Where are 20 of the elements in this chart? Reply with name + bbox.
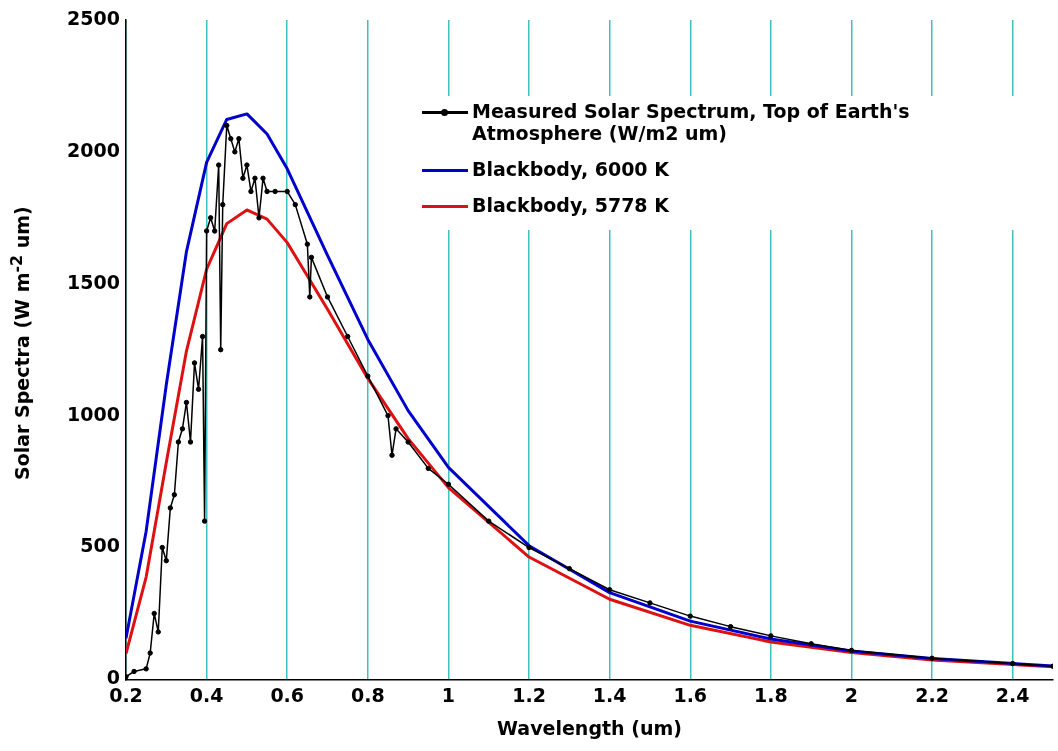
x-tick-label: 1 <box>441 683 456 706</box>
x-tick-label: 2.4 <box>995 683 1030 706</box>
x-tick-label: 1.2 <box>512 683 546 706</box>
y-tick-label: 2000 <box>67 138 120 161</box>
x-tick-label: 0.4 <box>189 683 224 706</box>
x-tick-label: 1.4 <box>592 683 627 706</box>
x-tick-label: 1.8 <box>754 683 788 706</box>
y-tick-label: 1500 <box>67 270 120 293</box>
x-tick-label: 2 <box>844 683 859 706</box>
legend-label: Blackbody, 6000 K <box>472 158 669 180</box>
x-tick-label: 2.2 <box>915 683 949 706</box>
y-tick-label: 500 <box>80 534 120 557</box>
legend-label: Blackbody, 5778 K <box>472 194 669 216</box>
y-tick-label: 2500 <box>67 6 120 29</box>
legend-label: Measured Solar Spectrum, Top of Earth's Atmosphere (W/m2 um) <box>472 100 911 144</box>
x-tick-label: 0.8 <box>350 683 385 706</box>
y-tick-label: 1000 <box>67 402 120 425</box>
x-axis-title: Wavelength (um) <box>497 716 682 739</box>
x-tick-label: 1.6 <box>673 683 708 706</box>
x-tick-label: 0.6 <box>270 683 305 706</box>
